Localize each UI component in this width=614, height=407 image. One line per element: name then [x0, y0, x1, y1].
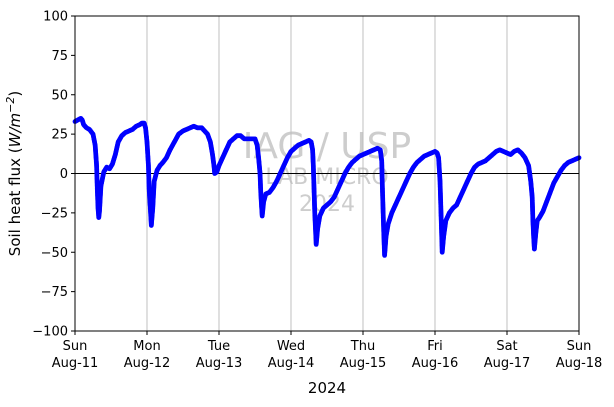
data-points [72, 115, 582, 258]
x-tick-day-label: Sun [63, 339, 88, 354]
x-tick-day-label: Wed [277, 339, 305, 354]
x-axis-label: 2024 [308, 379, 346, 397]
y-label-unit: W/m [6, 113, 24, 148]
x-tick-date-label: Aug-16 [412, 356, 459, 371]
y-label-prefix: Soil heat flux ( [6, 147, 24, 256]
x-tick-date-label: Aug-13 [196, 356, 243, 371]
y-tick-label: 100 [43, 10, 68, 25]
y-axis-label: Soil heat flux (W/m−2) [4, 91, 24, 256]
y-label-exponent: −2 [4, 97, 17, 113]
y-tick-label: 0 [60, 167, 68, 182]
x-tick-day-label: Sat [496, 339, 517, 354]
y-axis-ticks: −100 −75 −50 −25 0 25 50 75 100 [32, 10, 75, 340]
x-tick-date-label: Aug-12 [124, 356, 171, 371]
x-tick-day-label: Fri [427, 339, 443, 354]
y-tick-label: 75 [51, 49, 68, 64]
y-tick-label: −100 [32, 325, 68, 340]
x-tick-day-label: Sun [567, 339, 592, 354]
x-axis-ticks: Sun Aug-11 Mon Aug-12 Tue Aug-13 Wed Aug-14 Thu A… [52, 331, 603, 371]
y-tick-label: 50 [51, 88, 68, 103]
x-tick-day-label: Thu [350, 339, 375, 354]
x-tick-day-label: Mon [133, 339, 160, 354]
x-tick-date-label: Aug-14 [268, 356, 315, 371]
x-tick-date-label: Aug-17 [484, 356, 531, 371]
watermark-line-1: IAG / USP [243, 126, 411, 167]
y-tick-label: −25 [41, 206, 68, 221]
x-tick-day-label: Tue [207, 339, 230, 354]
y-label-suffix: ) [6, 91, 24, 97]
watermark-line-2: LAB MICRO [265, 165, 388, 190]
y-tick-label: −50 [41, 246, 68, 261]
y-tick-label: 25 [51, 128, 68, 143]
x-tick-date-label: Aug-18 [556, 356, 603, 371]
x-tick-date-label: Aug-11 [52, 356, 99, 371]
y-tick-label: −75 [41, 285, 68, 300]
x-tick-date-label: Aug-15 [340, 356, 387, 371]
